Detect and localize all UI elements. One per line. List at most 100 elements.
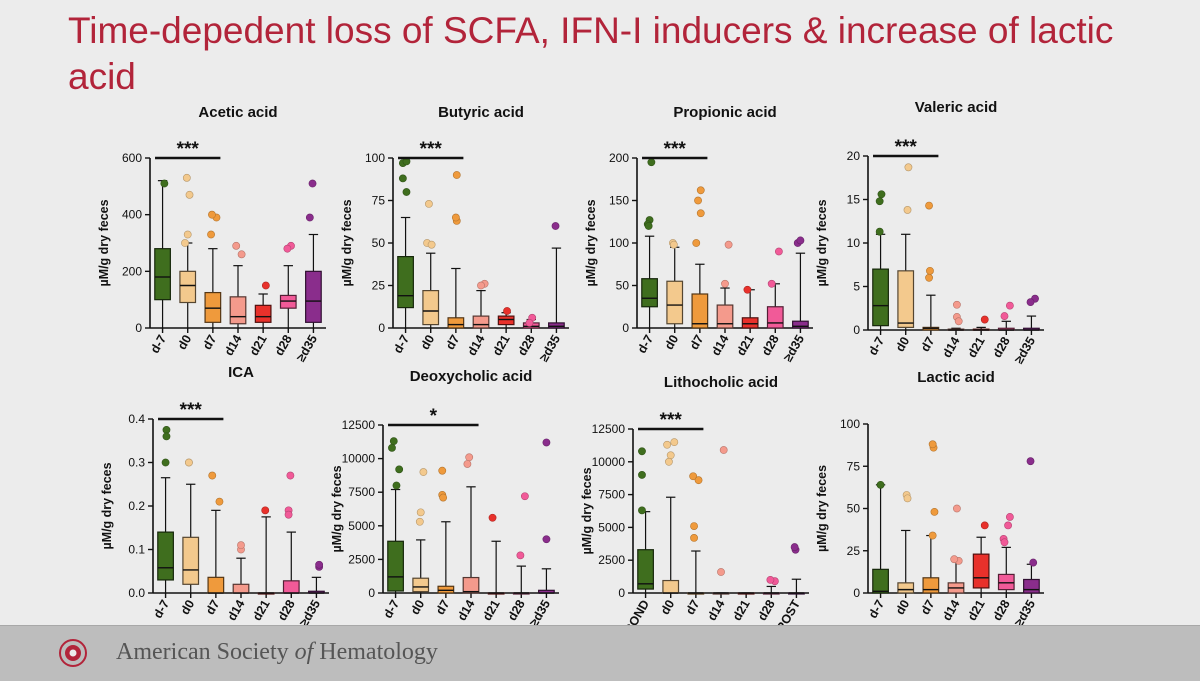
- x-tick-label: ≥d35: [537, 332, 563, 364]
- data-point: [950, 555, 959, 564]
- box: [472, 315, 490, 329]
- x-tick-label: d28: [275, 597, 298, 623]
- data-point: [876, 480, 885, 489]
- data-point: [903, 206, 912, 214]
- x-tick-label: d14: [709, 332, 732, 358]
- chart-panel: Valeric acid 0 5 10 15 20 µM/g dry feces d-7 d0 d…: [815, 99, 1044, 366]
- data-point: [875, 227, 884, 236]
- y-tick-label: 12500: [342, 418, 376, 432]
- data-point: [717, 568, 725, 576]
- x-tick-label: ≥d35: [297, 597, 323, 625]
- data-point: [647, 158, 656, 167]
- data-point: [904, 163, 913, 172]
- box: [766, 306, 784, 329]
- data-point: [930, 507, 939, 516]
- data-point: [452, 171, 461, 179]
- y-tick-label: 75: [372, 194, 386, 208]
- x-tick-label: d28: [515, 332, 538, 358]
- y-tick-label: 50: [616, 279, 630, 293]
- box: [397, 256, 414, 309]
- box: [637, 549, 654, 590]
- data-point: [438, 466, 447, 475]
- y-tick-label: 5000: [598, 520, 625, 534]
- box: [462, 576, 480, 594]
- y-tick-label: 10000: [592, 455, 626, 469]
- data-point: [208, 471, 217, 480]
- data-point: [283, 244, 292, 253]
- data-point: [1000, 538, 1009, 547]
- data-point: [719, 446, 728, 454]
- x-tick-label: d0: [418, 332, 437, 352]
- data-point: [503, 307, 511, 315]
- data-point: [419, 468, 428, 476]
- slide-title: Time-depedent loss of SCFA, IFN-I induce…: [68, 10, 1114, 97]
- y-tick-label: 0.1: [128, 543, 145, 557]
- x-tick-label: d-7: [866, 334, 888, 357]
- y-axis-label: µM/g dry feces: [100, 462, 114, 549]
- box: [1023, 578, 1040, 594]
- y-tick-label: 200: [609, 151, 629, 165]
- y-tick-label: 600: [122, 151, 142, 165]
- data-point: [1026, 298, 1035, 307]
- x-tick-label: d0: [408, 597, 427, 617]
- data-point: [542, 438, 551, 447]
- x-tick-label: POST: [774, 597, 803, 625]
- data-point: [696, 186, 705, 195]
- data-point: [237, 250, 246, 259]
- data-point: [690, 533, 698, 542]
- x-tick-label: d14: [465, 332, 488, 358]
- x-tick-label: d0: [175, 332, 194, 352]
- data-point: [980, 521, 989, 530]
- data-point: [928, 531, 937, 540]
- data-point: [774, 247, 783, 256]
- chart-panel: Deoxycholic acid 0 2500 5000 7500 10000 12500 µ…: [330, 368, 559, 625]
- chart-panel: Propionic acid 0 50 100 150 200 µM/g dry feces…: [584, 104, 813, 364]
- data-point: [551, 222, 560, 230]
- data-point: [451, 213, 460, 222]
- data-point: [284, 510, 293, 519]
- data-point: [261, 506, 270, 515]
- box: [279, 294, 297, 309]
- significance-label: ***: [180, 400, 203, 421]
- data-point: [689, 472, 698, 481]
- y-tick-label: 0: [853, 586, 860, 600]
- y-tick-label: 2500: [598, 553, 625, 567]
- x-tick-label: d21: [965, 597, 988, 623]
- y-tick-label: 0.3: [128, 456, 145, 470]
- ash-logo-icon: [59, 639, 87, 667]
- x-tick-label: d-7: [866, 597, 888, 620]
- data-point: [767, 279, 776, 288]
- data-point: [670, 438, 679, 447]
- data-point: [1005, 513, 1014, 521]
- chart-title: Deoxycholic acid: [410, 368, 533, 385]
- box: [422, 290, 440, 326]
- y-tick-label: 400: [122, 208, 142, 222]
- data-point: [232, 241, 241, 250]
- data-point: [694, 196, 702, 205]
- y-tick-label: 7500: [598, 488, 625, 502]
- y-tick-label: 100: [609, 236, 629, 250]
- data-point: [1004, 521, 1012, 530]
- x-tick-label: d0: [893, 597, 912, 617]
- x-tick-label: d-7: [635, 332, 657, 355]
- x-tick-label: d0: [893, 334, 912, 354]
- data-point: [185, 458, 193, 467]
- x-tick-label: d28: [990, 597, 1013, 623]
- data-point: [790, 543, 799, 551]
- x-tick-label: d-7: [148, 332, 170, 355]
- chart-title: Valeric acid: [915, 99, 998, 116]
- x-tick-label: d21: [490, 332, 513, 358]
- x-tick-label: d14: [940, 597, 963, 623]
- y-tick-label: 75: [847, 459, 861, 473]
- x-tick-label: ≥d35: [294, 332, 320, 364]
- y-tick-label: 10000: [342, 452, 376, 466]
- data-point: [183, 230, 192, 239]
- data-point: [516, 551, 525, 560]
- data-point: [669, 240, 678, 249]
- data-point: [980, 315, 989, 324]
- data-point: [389, 437, 398, 446]
- footer-org-pre: American Society: [116, 639, 295, 665]
- data-point: [692, 239, 701, 247]
- box: [497, 315, 515, 326]
- data-point: [395, 465, 404, 474]
